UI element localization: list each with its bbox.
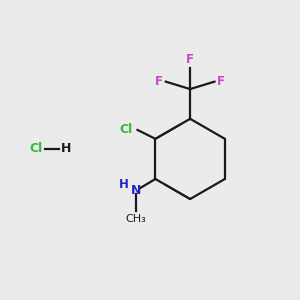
Text: Cl: Cl xyxy=(120,123,133,136)
Text: F: F xyxy=(186,53,194,66)
Text: H: H xyxy=(119,178,129,191)
Text: CH₃: CH₃ xyxy=(126,214,146,224)
Text: Cl: Cl xyxy=(29,142,42,155)
Text: F: F xyxy=(155,75,164,88)
Text: F: F xyxy=(217,75,225,88)
Text: N: N xyxy=(131,184,141,197)
Text: H: H xyxy=(61,142,71,155)
